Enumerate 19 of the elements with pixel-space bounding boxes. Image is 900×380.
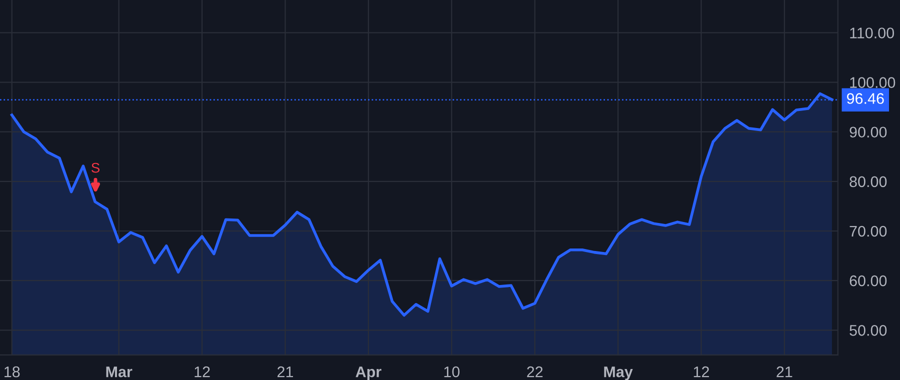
x-tick-label: 21: [278, 366, 293, 378]
y-tick-label: 100.00: [850, 77, 896, 88]
y-tick-label: 80.00: [850, 176, 887, 188]
x-tick-label: 18: [4, 366, 20, 378]
y-tick-label: 60.00: [850, 275, 887, 286]
x-tick-label: 10: [444, 366, 460, 378]
y-tick-label: 50.00: [850, 325, 887, 336]
y-tick-label: 70.00: [850, 226, 887, 237]
y-tick-label: 110.00: [850, 28, 894, 38]
x-tick-label: May: [604, 366, 633, 380]
x-tick-label: 22: [527, 366, 543, 378]
y-tick-label: 90.00: [850, 126, 887, 138]
annotation: S: [92, 162, 100, 173]
x-tick-label: 12: [694, 366, 709, 378]
ref-line-label: 96.46: [846, 93, 884, 104]
x-tick-label: 21: [776, 366, 792, 378]
x-tick-label: Mar: [106, 366, 132, 378]
x-tick-label: Apr: [356, 366, 382, 380]
x-tick-label: 12: [194, 366, 210, 378]
